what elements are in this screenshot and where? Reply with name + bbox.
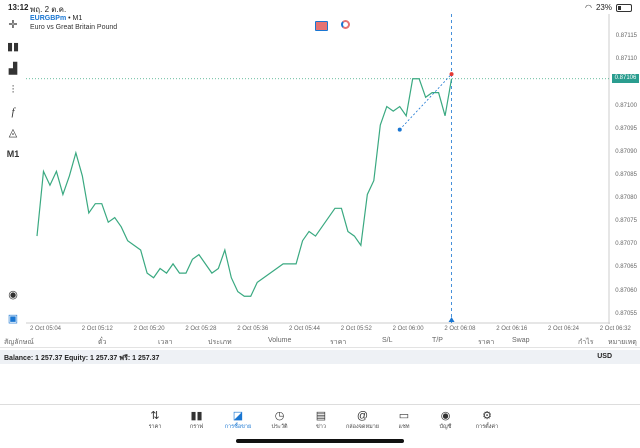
time-tick-label: 2 Oct 05:04 <box>30 326 61 332</box>
price-chart[interactable] <box>26 14 610 324</box>
nav-item[interactable]: ▮▮กราฟ <box>179 409 215 431</box>
time-tick-label: 2 Oct 05:44 <box>289 326 320 332</box>
price-tick-label: 0.87090 <box>615 149 637 155</box>
column-header[interactable]: กำไร <box>578 337 593 348</box>
column-header[interactable]: ตั๋ว <box>98 337 106 348</box>
account-icon: ◉ <box>428 409 464 423</box>
home-indicator <box>236 439 404 443</box>
nav-item-label: ราคา <box>149 424 162 430</box>
battery-percent: 23% <box>596 3 612 12</box>
arrows-updown-icon: ⇅ <box>137 409 173 423</box>
price-tick-label: 0.87095 <box>615 126 637 132</box>
nav-item-label: บัญชี <box>440 424 452 430</box>
column-header[interactable]: เวลา <box>158 337 173 348</box>
time-tick-label: 2 Oct 05:28 <box>185 326 216 332</box>
column-header[interactable]: ประเภท <box>208 337 232 348</box>
nav-item[interactable]: ⚙การตั้งค่า <box>469 409 505 431</box>
news-icon: ▤ <box>303 409 339 423</box>
chart-type-icon[interactable]: ▮▮ <box>5 38 21 54</box>
price-tick-label: 0.87070 <box>615 241 637 247</box>
time-tick-label: 2 Oct 05:20 <box>134 326 165 332</box>
time-tick-label: 2 Oct 06:32 <box>600 326 631 332</box>
trend-end-point <box>450 72 454 76</box>
column-header[interactable]: S/L <box>382 337 393 344</box>
price-tick-label: 0.87075 <box>615 218 637 224</box>
price-series-line <box>37 79 452 296</box>
trade-chart-icon: ◪ <box>220 409 256 423</box>
candles-icon: ▮▮ <box>179 409 215 423</box>
price-tick-label: 0.87080 <box>615 195 637 201</box>
history-icon: ◷ <box>262 409 298 423</box>
balance-row: Balance: 1 257.37 Equity: 1 257.37 ฟรี: … <box>0 350 640 364</box>
nav-item[interactable]: ◪การซื้อขาย <box>220 409 256 431</box>
nav-item[interactable]: ⇅ราคา <box>137 409 173 431</box>
status-time: 13:12 <box>8 3 28 12</box>
nav-item-label: กราฟ <box>190 424 203 430</box>
status-right: ◠ 23% <box>585 3 632 12</box>
chat-icon: ▭ <box>386 409 422 423</box>
mailbox-icon: @ <box>345 409 381 423</box>
one-click-trading-icon[interactable]: ▣ <box>5 310 21 326</box>
nav-item-label: ข่าว <box>316 424 326 430</box>
price-tick-label: 0.87065 <box>615 264 637 270</box>
nav-item[interactable]: ▤ข่าว <box>303 409 339 431</box>
nav-item[interactable]: ◷ประวัติ <box>262 409 298 431</box>
trend-line <box>400 74 452 130</box>
objects-icon[interactable]: ◬ <box>5 124 21 140</box>
status-bar: 13:12 พฤ. 2 ต.ค. ◠ 23% <box>0 0 640 14</box>
nav-item-label: ประวัติ <box>271 424 287 430</box>
time-tick-label: 2 Oct 06:00 <box>393 326 424 332</box>
trade-columns: สัญลักษณ์ ตั๋ว เวลา ประเภท Volume ราคา S/L T/P ร… <box>0 335 640 348</box>
settings-icon: ⚙ <box>469 409 505 423</box>
account-currency: USD <box>597 353 612 360</box>
price-tick-label: 0.87060 <box>615 288 637 294</box>
balance-text: Balance: 1 257.37 Equity: 1 257.37 ฟรี: … <box>4 353 159 364</box>
function-icon[interactable]: f <box>5 104 21 120</box>
chart-toolbar: ✛ ▮▮ ▟ ⫶ f ◬ M1 ◉ ▣ <box>0 14 26 334</box>
time-tick-label: 2 Oct 05:36 <box>237 326 268 332</box>
column-header[interactable]: T/P <box>432 337 443 344</box>
zoom-icon[interactable]: ◉ <box>5 286 21 302</box>
price-tick-label: 0.87085 <box>615 172 637 178</box>
trend-start-point <box>398 128 402 132</box>
nav-item-label: แชท <box>399 424 410 430</box>
nav-item[interactable]: @กล่องจดหมาย <box>345 409 381 431</box>
price-tick-label: 0.87110 <box>616 56 637 62</box>
indicators-icon[interactable]: ▟ <box>5 60 21 76</box>
column-header[interactable]: Volume <box>268 337 291 344</box>
time-tick-label: 2 Oct 06:24 <box>548 326 579 332</box>
price-tick-label: 0.87055 <box>615 311 637 317</box>
price-tick-label: 0.87100 <box>615 103 637 109</box>
current-price-label: 0.87106 <box>612 74 639 83</box>
crosshair-marker <box>449 317 455 322</box>
column-header[interactable]: ราคา <box>478 337 494 348</box>
wifi-icon: ◠ <box>585 3 592 12</box>
time-tick-label: 2 Oct 05:12 <box>82 326 113 332</box>
nav-item[interactable]: ◉บัญชี <box>428 409 464 431</box>
nav-item-label: กล่องจดหมาย <box>346 424 379 430</box>
settings-sliders-icon[interactable]: ⫶ <box>5 82 21 98</box>
time-tick-label: 2 Oct 05:52 <box>341 326 372 332</box>
column-header[interactable]: ราคา <box>330 337 346 348</box>
crosshair-icon[interactable]: ✛ <box>5 16 21 32</box>
column-header[interactable]: หมายเหตุ <box>608 337 637 348</box>
time-axis: 2 Oct 05:04 2 Oct 05:12 2 Oct 05:20 2 Oct 0… <box>26 324 636 334</box>
timeframe-button[interactable]: M1 <box>5 146 21 162</box>
price-tick-label: 0.87115 <box>616 33 637 39</box>
column-header[interactable]: สัญลักษณ์ <box>4 337 34 348</box>
time-tick-label: 2 Oct 06:16 <box>496 326 527 332</box>
nav-item[interactable]: ▭แชท <box>386 409 422 431</box>
nav-item-label: การซื้อขาย <box>225 424 251 430</box>
column-header[interactable]: Swap <box>512 337 530 344</box>
price-axis: 0.871150.871100.871050.871000.870950.870… <box>610 14 640 324</box>
nav-item-label: การตั้งค่า <box>476 424 498 430</box>
time-tick-label: 2 Oct 06:08 <box>444 326 475 332</box>
battery-icon <box>616 4 632 12</box>
